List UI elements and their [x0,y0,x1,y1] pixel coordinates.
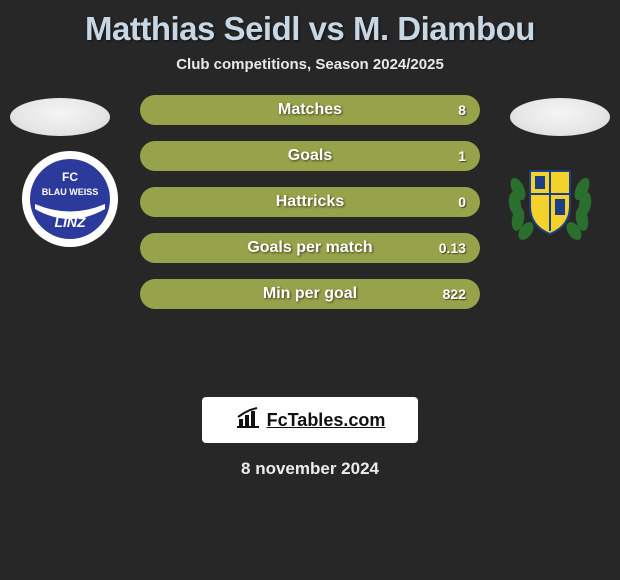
stat-value: 0 [458,194,466,210]
comparison-stage: FC BLAU WEISS LINZ [0,95,620,395]
stat-row: Matches 8 [140,95,480,125]
club-left-line3: LINZ [54,214,86,230]
chart-icon [235,407,261,434]
stat-value: 0.13 [439,240,466,256]
club-left-line2: BLAU WEISS [42,187,99,197]
stat-value: 8 [458,102,466,118]
date-stamp: 8 november 2024 [0,459,620,479]
player-right-avatar [510,98,610,136]
club-right-badge [500,149,600,249]
page-subtitle: Club competitions, Season 2024/2025 [0,56,620,73]
stat-label: Hattricks [140,193,480,211]
stat-row: Min per goal 822 [140,279,480,309]
stat-value: 822 [443,286,466,302]
stat-value: 1 [458,148,466,164]
stat-label: Goals [140,147,480,165]
page-title: Matthias Seidl vs M. Diambou [0,0,620,48]
stat-label: Min per goal [140,285,480,303]
brand-text: FcTables.com [267,410,386,431]
stat-row: Goals 1 [140,141,480,171]
stat-row: Goals per match 0.13 [140,233,480,263]
club-left-line1: FC [62,170,78,184]
player-left-avatar [10,98,110,136]
stat-label: Matches [140,101,480,119]
stat-row: Hattricks 0 [140,187,480,217]
brand-link[interactable]: FcTables.com [202,397,418,443]
stat-label: Goals per match [140,239,480,257]
club-left-badge: FC BLAU WEISS LINZ [20,149,120,249]
stats-bars: Matches 8 Goals 1 Hattricks 0 Goals per … [140,95,480,325]
